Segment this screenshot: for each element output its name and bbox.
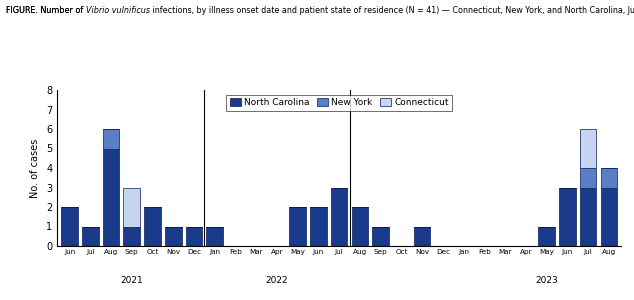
Text: FIGURE. Number of: FIGURE. Number of	[6, 6, 86, 15]
Bar	[310, 207, 327, 246]
Bar	[82, 226, 98, 246]
Text: infections, by illness onset date and patient state of residence (N = 41) — Conn: infections, by illness onset date and pa…	[150, 6, 634, 15]
Bar	[352, 207, 368, 246]
Bar	[600, 188, 617, 246]
Bar	[144, 207, 161, 246]
Text: 2021: 2021	[120, 276, 143, 285]
Bar	[580, 129, 597, 168]
Bar	[580, 188, 597, 246]
Bar	[538, 226, 555, 246]
Bar	[331, 188, 347, 246]
Legend: North Carolina, New York, Connecticut: North Carolina, New York, Connecticut	[226, 94, 452, 111]
Bar	[124, 188, 140, 226]
Bar	[414, 226, 430, 246]
Bar	[372, 226, 389, 246]
Bar	[600, 168, 617, 188]
Text: Vibrio vulnificus: Vibrio vulnificus	[86, 6, 150, 15]
Bar	[124, 226, 140, 246]
Bar	[580, 168, 597, 188]
Bar	[186, 226, 202, 246]
Bar	[61, 207, 78, 246]
Bar	[165, 226, 181, 246]
Bar	[103, 148, 119, 246]
Bar	[289, 207, 306, 246]
Bar	[103, 129, 119, 148]
Bar	[559, 188, 576, 246]
Text: 2023: 2023	[535, 276, 558, 285]
Text: 2022: 2022	[266, 276, 288, 285]
Bar	[207, 226, 223, 246]
Y-axis label: No. of cases: No. of cases	[30, 138, 41, 198]
Text: FIGURE. Number of: FIGURE. Number of	[6, 6, 86, 15]
